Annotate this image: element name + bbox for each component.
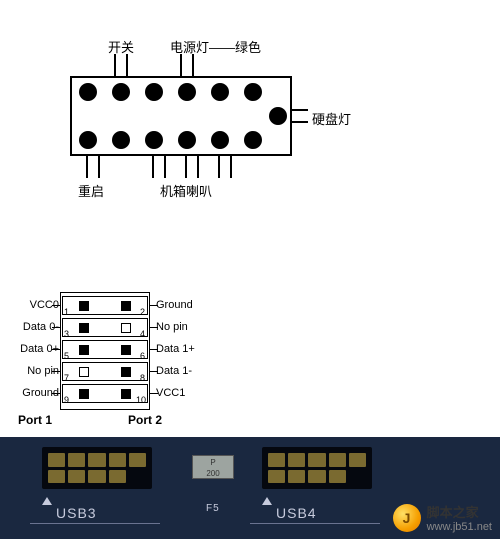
stub	[185, 156, 187, 178]
stub	[126, 54, 128, 76]
port2-label: Port 2	[128, 413, 162, 427]
pin-dot	[211, 131, 229, 149]
usb-label: No pin	[27, 365, 59, 377]
usb-label: VCC0	[30, 299, 59, 311]
pin-number: 4	[140, 329, 145, 339]
pin-dot	[79, 131, 97, 149]
usb-label: Ground	[156, 299, 193, 311]
pin-number: 8	[140, 373, 145, 383]
usb-label: No pin	[156, 321, 188, 333]
pin-empty	[121, 323, 131, 333]
usb-header-right	[262, 447, 372, 489]
watermark-site-name: 脚本之家	[427, 502, 492, 521]
stub	[114, 54, 116, 76]
pin-number: 10	[136, 395, 146, 405]
pin-filled	[79, 345, 89, 355]
pin-number: 9	[64, 395, 69, 405]
pin1-marker-icon	[42, 497, 52, 505]
usb-label: Data 1-	[156, 365, 192, 377]
pin-number: 3	[64, 329, 69, 339]
stub	[292, 109, 308, 111]
pin-empty	[79, 367, 89, 377]
pin-dot	[178, 131, 196, 149]
usb-row	[62, 340, 148, 359]
stub	[218, 156, 220, 178]
pin-dot	[145, 83, 163, 101]
pin-number: 2	[140, 307, 145, 317]
watermark-url: www.jb51.net	[427, 521, 492, 533]
smd-top-text: P	[193, 457, 233, 468]
pin-filled	[121, 389, 131, 399]
usb-label: Data 0-	[23, 321, 59, 333]
pin-filled	[121, 367, 131, 377]
pin1-marker-icon	[262, 497, 272, 505]
silk-usb4: USB4	[276, 505, 317, 521]
pin-filled	[79, 301, 89, 311]
pin-dot	[112, 83, 130, 101]
pin-dot	[244, 131, 262, 149]
pin-dot	[244, 83, 262, 101]
usb-pinout-diagram: VCC0 Data 0- Data 0+ No pin Ground Groun…	[0, 287, 215, 437]
usb-row	[62, 318, 148, 337]
watermark: J 脚本之家 www.jb51.net	[393, 502, 492, 533]
smd-bottom-text: 200	[193, 468, 233, 479]
pin-dot	[211, 83, 229, 101]
stub	[152, 156, 154, 178]
label-power-led: 电源灯——绿色	[170, 37, 261, 56]
stub	[86, 156, 88, 178]
pin-number: 1	[64, 307, 69, 317]
stub	[164, 156, 166, 178]
usb-header-left	[42, 447, 152, 489]
usb-row	[62, 362, 148, 381]
port1-label: Port 1	[18, 413, 52, 427]
pin-filled	[121, 301, 131, 311]
pin-dot	[112, 131, 130, 149]
label-reset: 重启	[78, 181, 104, 200]
pin-dot-hdd	[269, 107, 287, 125]
watermark-logo-icon: J	[393, 504, 421, 532]
usb-row	[62, 296, 148, 315]
pin-dot	[145, 131, 163, 149]
pin-filled	[121, 345, 131, 355]
front-panel-diagram: 开关 电源灯——绿色 硬盘灯 重启 机箱喇叭	[0, 0, 380, 250]
pin-number: 7	[64, 373, 69, 383]
stub	[197, 156, 199, 178]
stub	[292, 121, 308, 123]
stub	[192, 54, 194, 76]
label-speaker: 机箱喇叭	[160, 181, 212, 200]
usb-label: Data 0+	[20, 343, 59, 355]
pin-dot	[178, 83, 196, 101]
usb-label: Data 1+	[156, 343, 195, 355]
label-power-switch: 开关	[108, 37, 134, 56]
silk-f5: F5	[206, 503, 220, 514]
pin-filled	[79, 389, 89, 399]
stub	[180, 54, 182, 76]
pin-dot	[79, 83, 97, 101]
silk-usb3: USB3	[56, 505, 97, 521]
usb-label: VCC1	[156, 387, 185, 399]
pin-number: 5	[64, 351, 69, 361]
label-hdd-led: 硬盘灯	[312, 109, 351, 128]
usb-label: Ground	[22, 387, 59, 399]
pin-filled	[79, 323, 89, 333]
smd-component: P 200	[192, 455, 234, 479]
pin-number: 6	[140, 351, 145, 361]
stub	[98, 156, 100, 178]
stub	[230, 156, 232, 178]
